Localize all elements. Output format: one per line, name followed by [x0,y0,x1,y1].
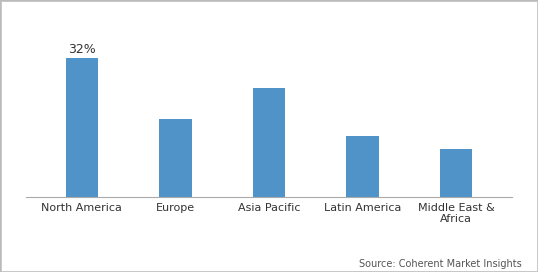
Text: 32%: 32% [68,43,96,56]
Bar [253,88,285,197]
Bar [346,136,379,197]
Bar [440,149,472,197]
Bar [66,58,98,197]
Bar [159,119,192,197]
Text: Source: Coherent Market Insights: Source: Coherent Market Insights [359,259,522,269]
